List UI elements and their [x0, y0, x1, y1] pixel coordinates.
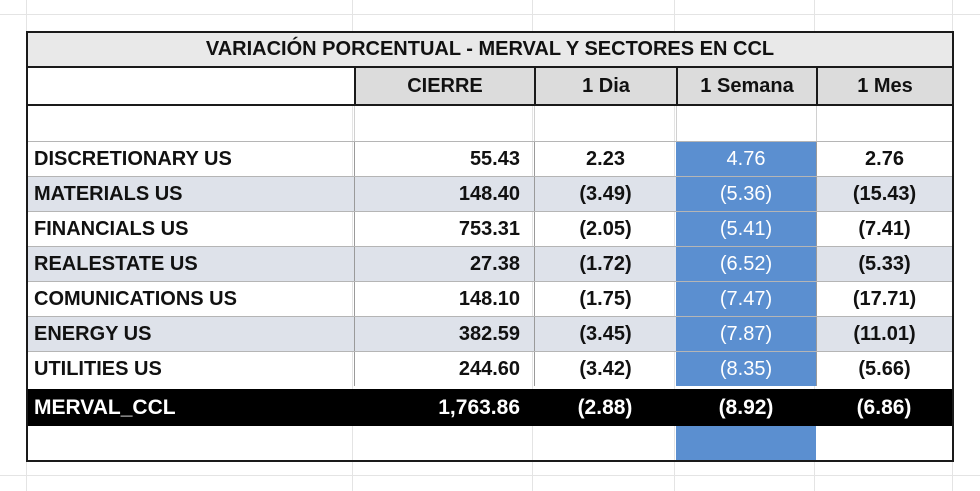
cierre-value: 753.31 [354, 212, 534, 246]
dia-value: (1.72) [534, 247, 676, 281]
mes-value: (17.71) [816, 282, 952, 316]
total-semana: (8.92) [676, 389, 816, 426]
mes-value: (5.33) [816, 247, 952, 281]
semana-value: 4.76 [676, 142, 816, 176]
table-row: ENERGY US 382.59 (3.45) (7.87) (11.01) [28, 316, 952, 351]
cierre-value: 382.59 [354, 317, 534, 351]
merval-total-row: MERVAL_CCL 1,763.86 (2.88) (8.92) (6.86) [28, 389, 952, 426]
table-title-row: VARIACIÓN PORCENTUAL - MERVAL Y SECTORES… [28, 33, 952, 68]
sector-name: COMUNICATIONS US [34, 287, 237, 310]
mes-value: 2.76 [816, 142, 952, 176]
cierre-value: 148.40 [354, 177, 534, 211]
semana-value: (5.36) [676, 177, 816, 211]
header-1-mes: 1 Mes [816, 68, 952, 104]
table-row: UTILITIES US 244.60 (3.42) (8.35) (5.66) [28, 351, 952, 386]
dia-value: (3.45) [534, 317, 676, 351]
footer-blank-row [28, 426, 952, 460]
cierre-value: 55.43 [354, 142, 534, 176]
semana-value: (7.47) [676, 282, 816, 316]
semana-value: (5.41) [676, 212, 816, 246]
header-cierre: CIERRE [354, 68, 534, 104]
total-mes: (6.86) [816, 389, 952, 426]
mes-value: (11.01) [816, 317, 952, 351]
cierre-value: 148.10 [354, 282, 534, 316]
mes-value: (7.41) [816, 212, 952, 246]
variation-table: VARIACIÓN PORCENTUAL - MERVAL Y SECTORES… [26, 31, 954, 462]
table-row: COMUNICATIONS US 148.10 (1.75) (7.47) (1… [28, 281, 952, 316]
table-row: MATERIALS US 148.40 (3.49) (5.36) (15.43… [28, 176, 952, 211]
semana-value: (8.35) [676, 352, 816, 386]
sector-name: ENERGY US [28, 317, 354, 351]
header-1-semana: 1 Semana [676, 68, 816, 104]
semana-value: (7.87) [676, 317, 816, 351]
cierre-value: 27.38 [354, 247, 534, 281]
sector-name: REALESTATE US [28, 247, 354, 281]
dia-value: (1.75) [534, 282, 676, 316]
sector-name: UTILITIES US [34, 357, 162, 380]
semana-value: (6.52) [676, 247, 816, 281]
dia-value: (2.05) [534, 212, 676, 246]
total-name: MERVAL_CCL [28, 389, 354, 426]
header-empty [28, 68, 354, 104]
cierre-value: 244.60 [354, 352, 534, 386]
header-row: CIERRE 1 Dia 1 Semana 1 Mes [28, 68, 952, 106]
mes-value: (5.66) [816, 352, 952, 386]
sector-name: DISCRETIONARY US [34, 147, 232, 170]
dia-value: 2.23 [534, 142, 676, 176]
header-1-dia: 1 Dia [534, 68, 676, 104]
dia-value: (3.49) [534, 177, 676, 211]
semana-highlight-tail [676, 426, 816, 460]
mes-value: (15.43) [816, 177, 952, 211]
table-row: REALESTATE US 27.38 (1.72) (6.52) (5.33) [28, 246, 952, 281]
dia-value: (3.42) [534, 352, 676, 386]
total-cierre: 1,763.86 [354, 389, 534, 426]
total-dia: (2.88) [534, 389, 676, 426]
table-row: FINANCIALS US 753.31 (2.05) (5.41) (7.41… [28, 211, 952, 246]
sector-name: MATERIALS US [28, 177, 354, 211]
sector-name: FINANCIALS US [34, 217, 189, 240]
table-title: VARIACIÓN PORCENTUAL - MERVAL Y SECTORES… [205, 38, 775, 60]
table-row: DISCRETIONARY US 55.43 2.23 4.76 2.76 [28, 141, 952, 176]
